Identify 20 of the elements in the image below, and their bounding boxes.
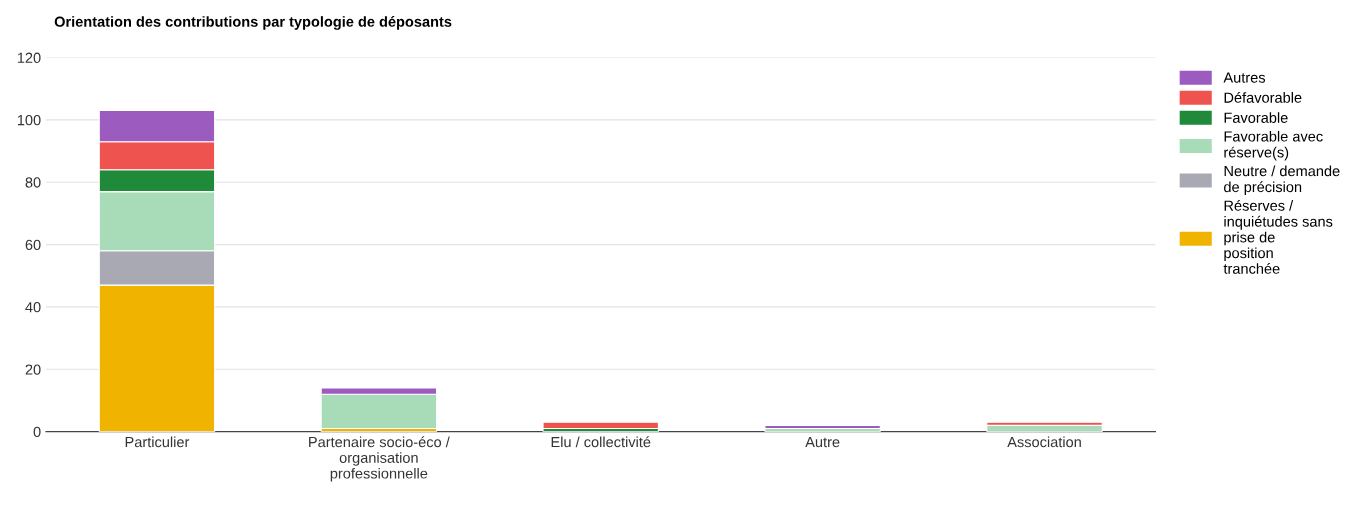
legend-label: Réserves / inquiétudes sans prise de position tranchée (1223, 199, 1333, 274)
y-tick-label: 80 (25, 177, 41, 188)
y-tick-label: 0 (33, 426, 41, 438)
x-tick-label: Partenaire socio-éco / organisation professionnelle (309, 436, 450, 482)
x-tick-label: Association (1007, 436, 1081, 448)
y-tick-label: 100 (17, 114, 41, 126)
x-tick-label: Autre (805, 437, 840, 448)
y-tick-label: 40 (25, 302, 41, 313)
y-tick-label: 120 (17, 52, 41, 63)
legend-label: Défavorable (1224, 91, 1302, 103)
legend-label: Favorable avec réserve(s) (1224, 130, 1323, 161)
legend-label: Autres (1223, 72, 1266, 83)
legend-label: Favorable (1224, 112, 1288, 123)
x-tick-label: Elu / collectivité (551, 436, 651, 448)
y-tick-label: 60 (25, 239, 41, 250)
chart-title: Orientation des contributions par typologie de déposants (54, 16, 452, 30)
y-tick-label: 20 (25, 364, 41, 375)
bar (542, 421, 659, 430)
legend-label: Neutre / demande de précision (1224, 165, 1340, 196)
x-tick-label: Particulier (125, 436, 190, 448)
